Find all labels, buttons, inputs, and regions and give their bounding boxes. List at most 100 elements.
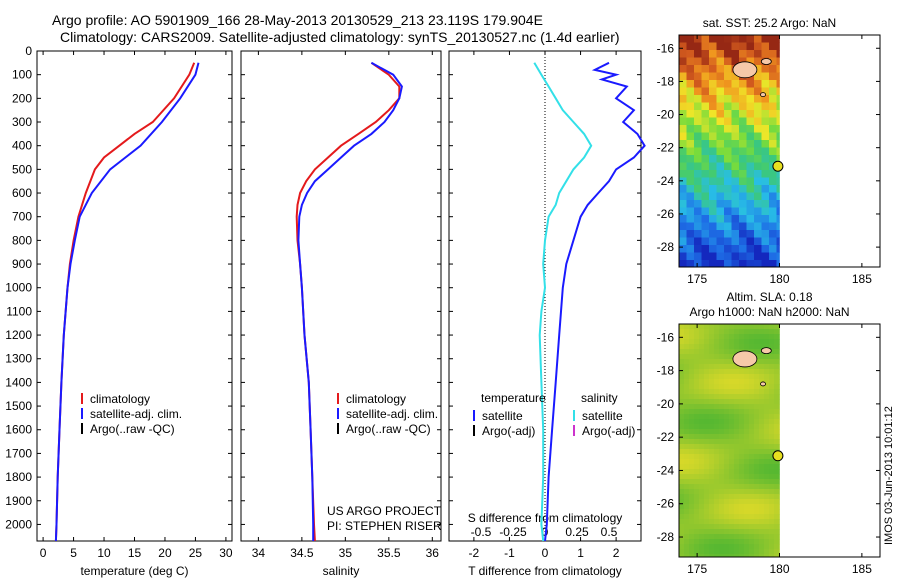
map-cell <box>709 35 717 43</box>
map-cell <box>689 514 695 520</box>
map-cell <box>764 539 770 545</box>
legend-label: Argo(-adj) <box>482 424 535 438</box>
map-cell <box>716 35 725 43</box>
map-cell <box>731 177 740 186</box>
map-cell <box>724 414 730 420</box>
map-cell <box>679 80 687 88</box>
map-cell <box>704 504 710 510</box>
map-cell <box>774 444 780 450</box>
map-cell <box>759 404 765 410</box>
y-tick-label: -22 <box>657 141 675 155</box>
map-cell <box>724 509 730 515</box>
series-line-0 <box>544 61 646 542</box>
map-cell <box>774 464 780 470</box>
map-cell <box>774 344 780 350</box>
map-cell <box>734 474 740 480</box>
map-cell <box>699 409 705 415</box>
map-cell <box>694 245 702 253</box>
y-tick-label: 1500 <box>5 399 32 413</box>
map-cell <box>714 514 720 520</box>
map-cell <box>769 479 775 485</box>
map-cell <box>709 72 717 81</box>
map-cell <box>764 379 770 385</box>
map-cell <box>699 334 705 340</box>
map-cell <box>779 374 780 380</box>
map-cell <box>679 474 685 480</box>
map-cell <box>686 177 695 186</box>
map-cell <box>731 260 740 268</box>
x-top-tick-label: -0.25 <box>499 525 527 539</box>
legend-header: salinity <box>581 391 618 405</box>
map-cell <box>744 439 750 445</box>
land-mass <box>732 61 758 79</box>
map-cell <box>709 110 717 118</box>
map-cell <box>776 42 780 51</box>
map-cell <box>709 324 715 330</box>
map-cell <box>739 87 747 96</box>
map-cell <box>716 117 725 126</box>
map-cell <box>701 222 710 231</box>
series-line-1 <box>297 61 403 541</box>
map-cell <box>701 50 710 58</box>
map-cell <box>744 434 750 440</box>
map-cell <box>774 494 780 500</box>
map-cell <box>714 404 720 410</box>
map-cell <box>754 429 760 435</box>
map-cell <box>734 434 740 440</box>
map-cell <box>769 65 777 73</box>
map-cell <box>746 57 755 66</box>
map-cell <box>689 449 695 455</box>
map-cell <box>769 87 777 96</box>
map-cell <box>739 554 745 558</box>
map-cell <box>709 344 715 350</box>
map-cell <box>749 379 755 385</box>
map-cell <box>769 499 775 505</box>
map-cell <box>701 177 710 186</box>
map-cell <box>744 484 750 490</box>
map-cell <box>689 474 695 480</box>
map-cell <box>709 140 717 148</box>
map-cell <box>704 439 710 445</box>
map-cell <box>764 359 770 365</box>
x-tick-label: 185 <box>852 272 872 286</box>
map-cell <box>689 529 695 535</box>
map-cell <box>701 252 710 261</box>
map-cell <box>779 409 780 415</box>
map-cell <box>734 464 740 470</box>
map-cell <box>724 334 730 340</box>
map-cell <box>719 494 725 500</box>
map-cell <box>724 499 730 505</box>
map-cell <box>764 429 770 435</box>
map-cell <box>694 399 700 405</box>
map-cell <box>719 324 725 330</box>
map-cell <box>761 117 770 126</box>
map-cell <box>714 449 720 455</box>
map-cell <box>699 509 705 515</box>
map-cell <box>719 549 725 555</box>
map-cell <box>754 489 760 495</box>
map-cell <box>734 379 740 385</box>
map-cell <box>774 534 780 540</box>
map-cell <box>694 102 702 111</box>
map-cell <box>694 364 700 370</box>
map-cell <box>754 207 762 216</box>
map-cell <box>744 419 750 425</box>
map-cell <box>724 349 730 355</box>
map-cell <box>764 519 770 525</box>
y-tick-label: -26 <box>657 497 675 511</box>
map-cell <box>724 449 730 455</box>
map-cell <box>686 170 695 178</box>
map-cell <box>739 192 747 201</box>
header-line-1: Argo profile: AO 5901909_166 28-May-2013… <box>52 12 543 28</box>
map-cell <box>686 162 695 171</box>
map-cell <box>694 117 702 126</box>
map-cell <box>724 50 732 58</box>
map-cell <box>686 215 695 223</box>
sst-map: 175 180 185 -16 -18 -20 -22 -24 -26 -28 sat. SST: … <box>657 16 881 286</box>
map-cell <box>679 524 685 530</box>
map-cell <box>714 414 720 420</box>
map-cell <box>679 509 685 515</box>
map-title: Altim. SLA: 0.18 <box>726 290 812 304</box>
map-cell <box>761 95 770 103</box>
map-cell <box>699 429 705 435</box>
